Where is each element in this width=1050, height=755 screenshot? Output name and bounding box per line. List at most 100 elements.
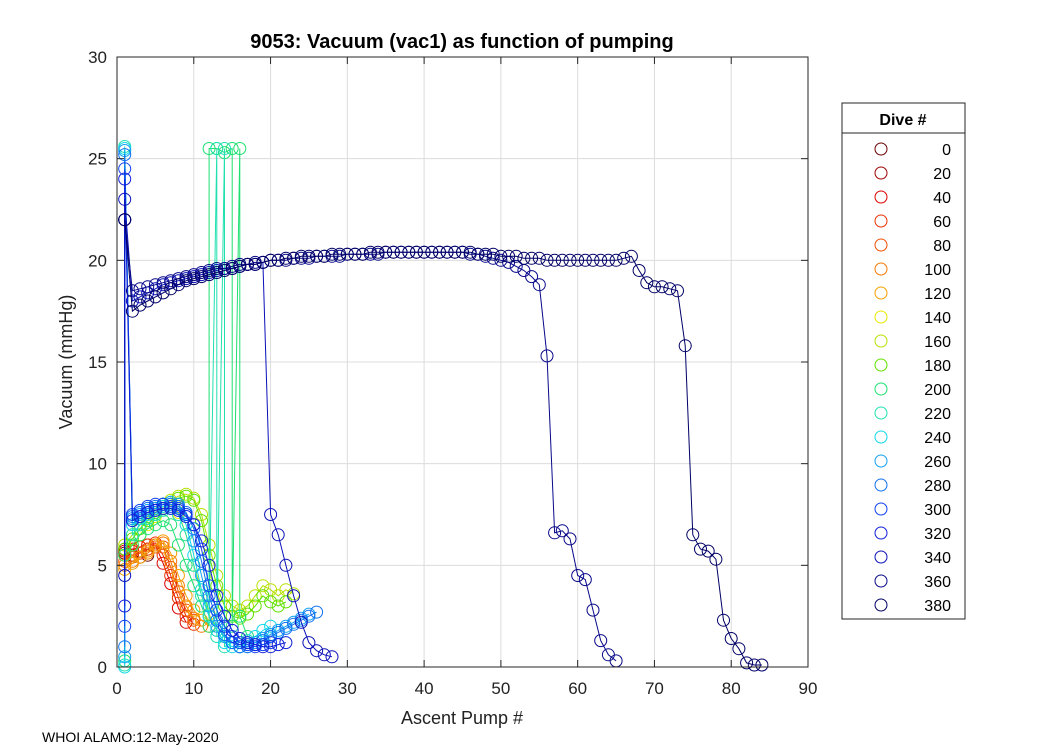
- data-point: [578, 573, 592, 587]
- legend-marker: [874, 526, 888, 540]
- data-point: [287, 617, 301, 631]
- y-tick-label: 30: [88, 48, 107, 67]
- data-point: [164, 282, 178, 296]
- data-point: [248, 257, 262, 271]
- data-point: [233, 640, 247, 654]
- data-point: [225, 262, 239, 275]
- data-point: [440, 245, 454, 259]
- data-point: [133, 546, 147, 560]
- legend-marker: [874, 262, 888, 276]
- data-point: [532, 251, 546, 265]
- data-point: [571, 253, 585, 267]
- data-point: [563, 532, 577, 546]
- data-point: [248, 599, 262, 613]
- legend-marker: [874, 430, 888, 444]
- data-point: [701, 544, 715, 558]
- data-point: [218, 264, 231, 277]
- data-point: [632, 264, 646, 277]
- data-point: [118, 619, 132, 633]
- data-point: [141, 506, 155, 519]
- data-point: [571, 569, 585, 582]
- data-point: [125, 528, 139, 542]
- data-point: [340, 247, 354, 261]
- data-point: [663, 282, 677, 296]
- legend-marker: [874, 574, 888, 588]
- data-point: [179, 589, 193, 603]
- data-point: [248, 638, 262, 652]
- data-point: [141, 280, 155, 294]
- legend-marker: [874, 286, 888, 300]
- data-point: [601, 253, 615, 267]
- x-tick-label: 10: [184, 679, 203, 698]
- x-tick-label: 40: [415, 679, 434, 698]
- legend-label: 220: [924, 406, 951, 423]
- legend-label: 160: [924, 334, 951, 351]
- data-point: [294, 615, 308, 629]
- x-tick-label: 30: [338, 679, 357, 698]
- data-point: [471, 247, 485, 261]
- data-point: [463, 245, 477, 259]
- legend-label: 300: [924, 502, 951, 519]
- data-point: [210, 589, 224, 603]
- legend-label: 320: [924, 526, 951, 543]
- x-tick-label: 90: [799, 679, 818, 698]
- legend-label: 140: [924, 310, 951, 327]
- data-point: [171, 569, 185, 582]
- data-point: [179, 274, 193, 288]
- legend-label: 380: [924, 598, 951, 615]
- data-point: [647, 280, 661, 294]
- data-point: [486, 247, 500, 261]
- data-point: [125, 284, 139, 298]
- legend-label: 60: [933, 214, 951, 231]
- data-point: [179, 489, 193, 503]
- data-point: [271, 599, 285, 613]
- data-point: [548, 253, 562, 267]
- data-point: [118, 148, 132, 162]
- data-point: [540, 349, 554, 363]
- series-line-360: [124, 219, 617, 662]
- legend-marker: [874, 478, 888, 492]
- data-point: [586, 253, 600, 267]
- legend-marker: [874, 214, 888, 228]
- legend-label: 240: [924, 430, 951, 447]
- data-point: [264, 636, 278, 650]
- data-point: [271, 528, 285, 542]
- data-point: [202, 589, 216, 603]
- data-point: [225, 640, 239, 654]
- series-320: [118, 172, 293, 654]
- data-point: [310, 605, 324, 619]
- data-point: [271, 638, 285, 652]
- data-point: [548, 526, 562, 540]
- data-point: [171, 601, 185, 615]
- data-point: [141, 522, 155, 536]
- y-axis-label: Vacuum (mmHg): [56, 295, 76, 430]
- data-point: [179, 558, 193, 572]
- data-point: [195, 599, 208, 613]
- data-point: [279, 621, 293, 635]
- series-line-120: [124, 540, 210, 627]
- legend-label: 100: [924, 262, 951, 279]
- data-point: [486, 251, 500, 265]
- y-tick-label: 15: [88, 353, 107, 372]
- data-point: [724, 632, 738, 645]
- legend-label: 360: [924, 574, 951, 591]
- legend-label: 340: [924, 550, 951, 567]
- data-point: [448, 245, 462, 259]
- data-point: [256, 640, 270, 654]
- data-point: [156, 534, 170, 548]
- legend-label: 180: [924, 358, 951, 375]
- data-point: [640, 276, 654, 290]
- legend-marker: [874, 502, 888, 516]
- legend-marker: [874, 550, 888, 564]
- data-point: [187, 522, 201, 536]
- data-point: [195, 270, 208, 284]
- legend-label: 280: [924, 478, 951, 495]
- data-point: [264, 508, 278, 521]
- data-point: [732, 642, 746, 656]
- data-point: [156, 286, 170, 300]
- data-point: [141, 294, 155, 308]
- data-point: [494, 249, 508, 263]
- data-point: [609, 253, 623, 267]
- data-point: [302, 249, 316, 263]
- chart-title: 9053: Vacuum (vac1) as function of pumpi…: [250, 31, 673, 53]
